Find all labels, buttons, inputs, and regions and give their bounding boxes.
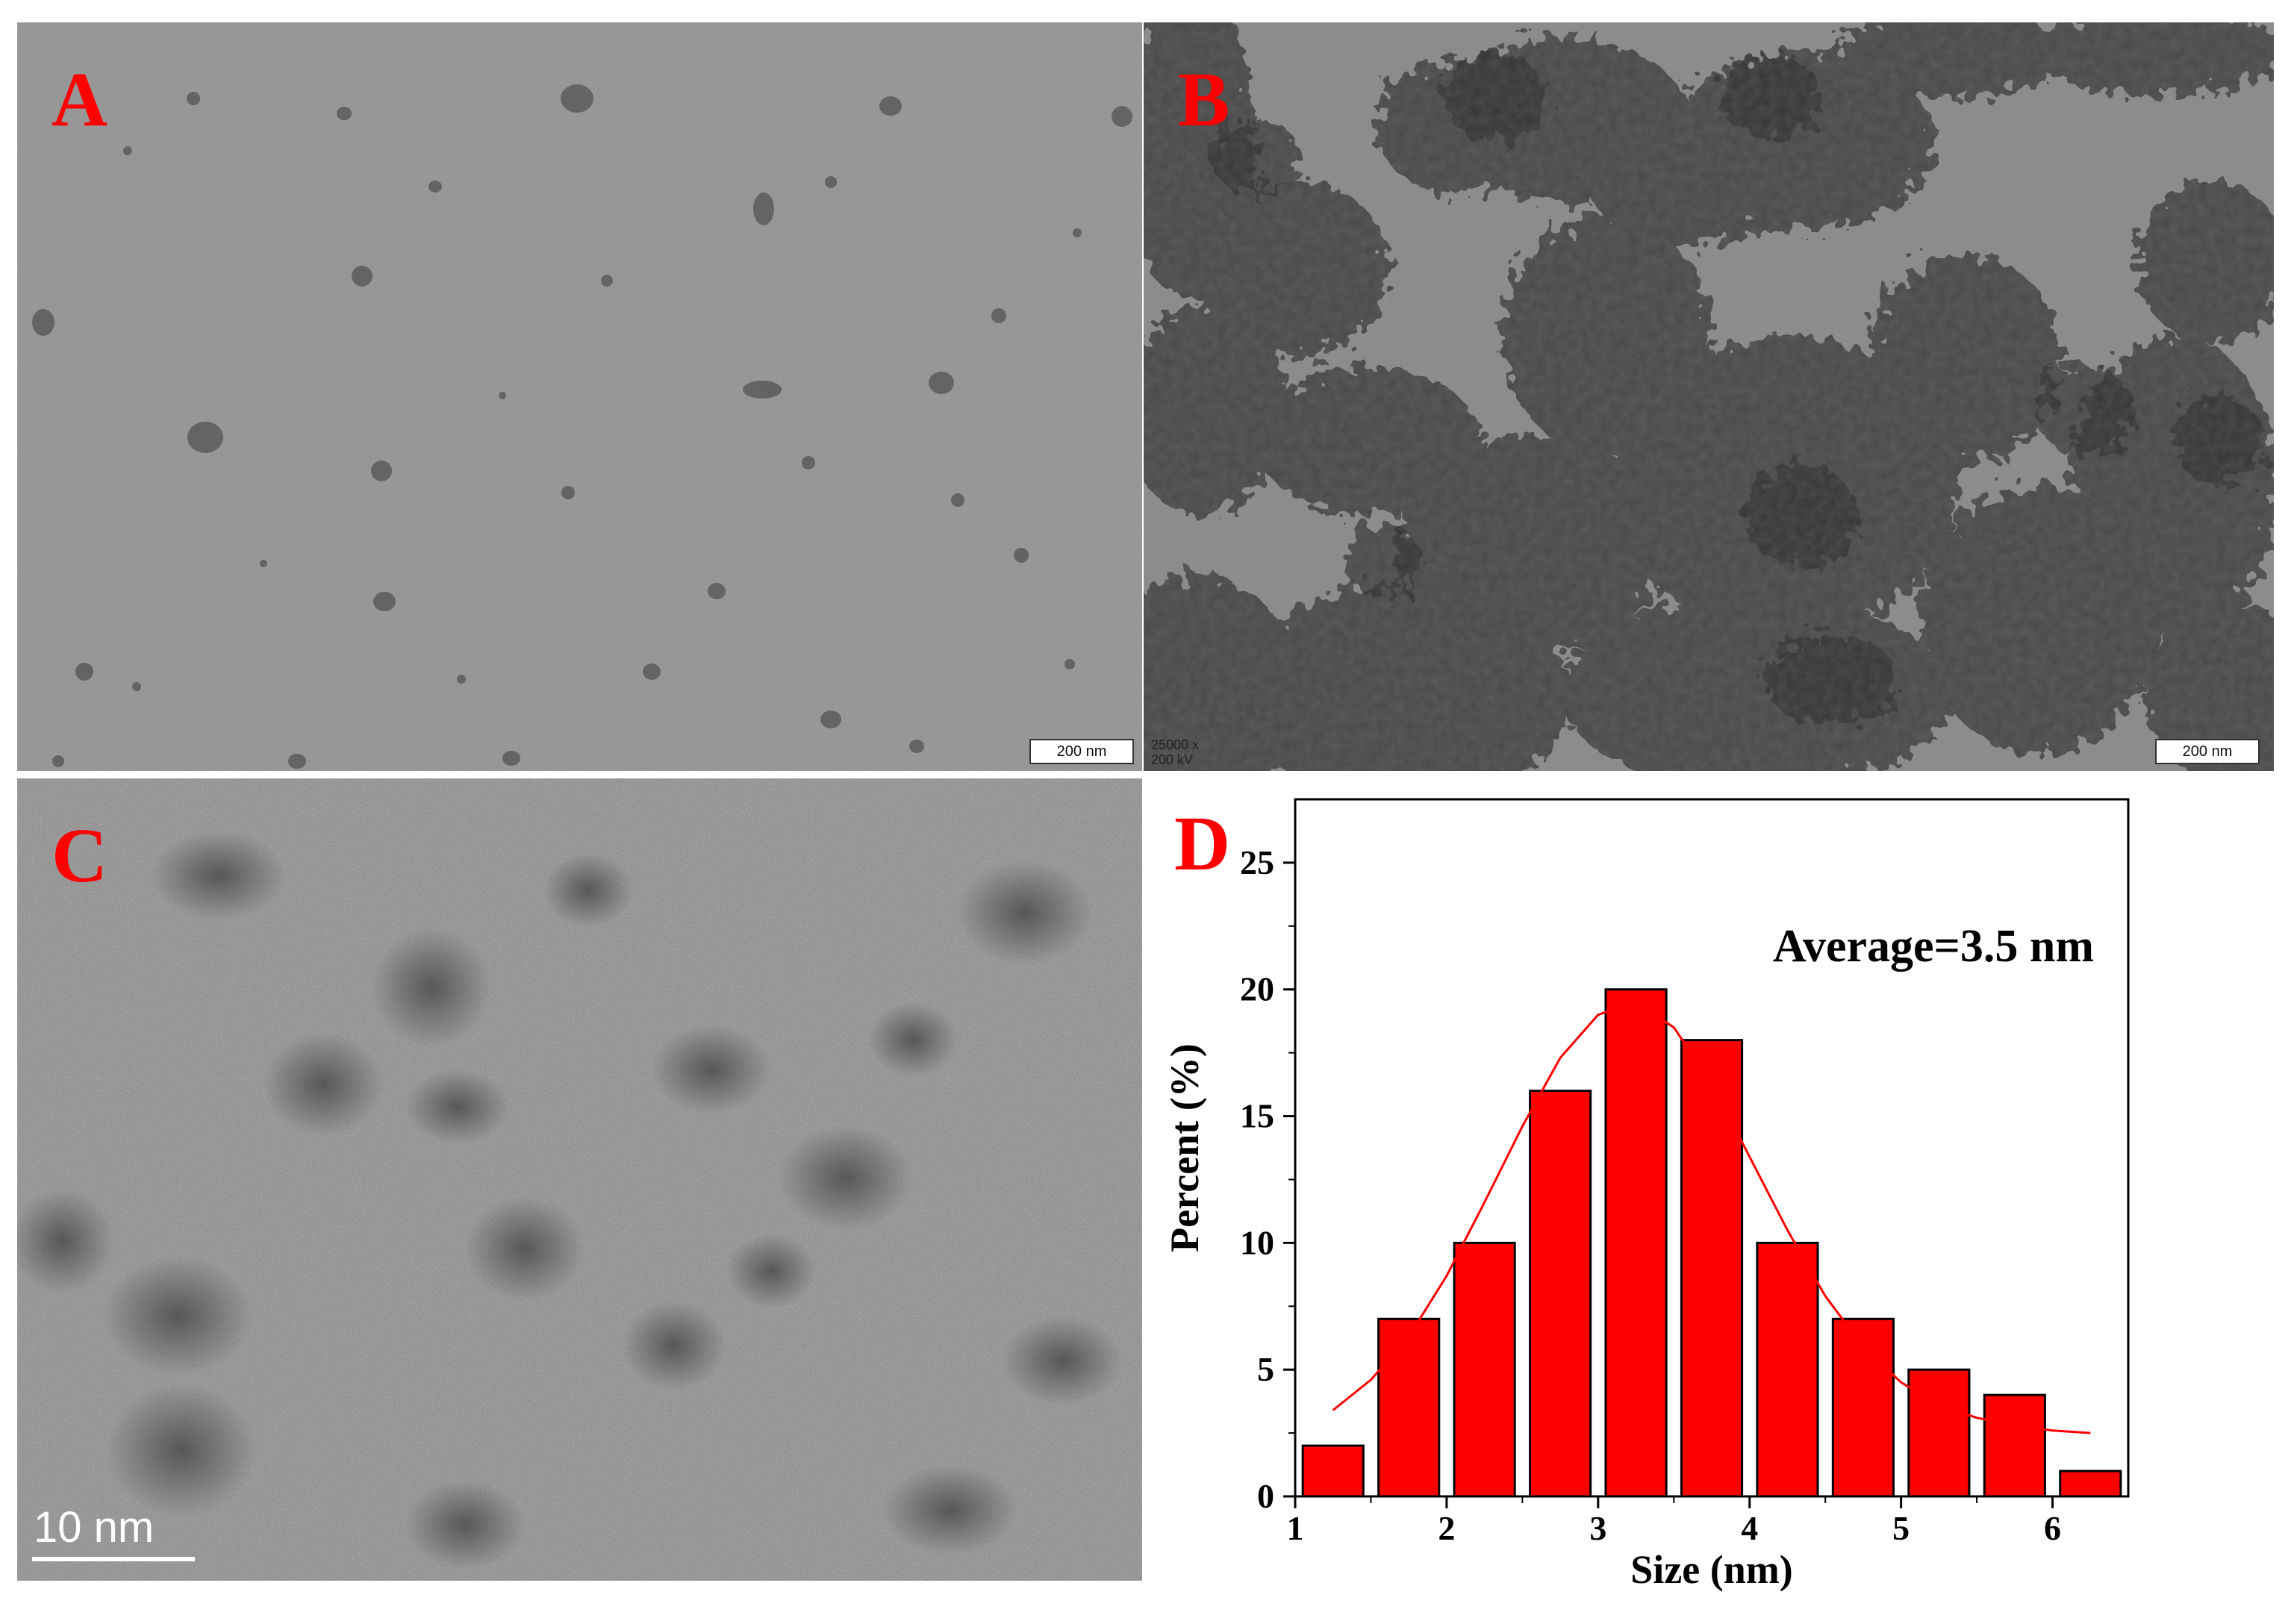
histogram-bar bbox=[1831, 1317, 1895, 1498]
gaussian-fit-line bbox=[1332, 1001, 2091, 1434]
histogram-bar bbox=[1377, 1317, 1441, 1498]
panel-d-label: D bbox=[1174, 801, 1230, 887]
panel-c-scale-label: 10 nm bbox=[34, 1503, 155, 1552]
panel-a-scale-bar: 200 nm bbox=[1029, 739, 1134, 764]
histogram-bar bbox=[1680, 1039, 1744, 1498]
histogram-bar bbox=[2059, 1470, 2122, 1498]
panel-c-hrtem-image: C 10 nm bbox=[17, 778, 1142, 1581]
panel-a-label: A bbox=[52, 57, 108, 143]
panel-b-voltage: 200 kV bbox=[1151, 752, 1194, 767]
y-tick-label: 0 bbox=[1257, 1477, 1274, 1515]
panel-b-tem-image: B 25000 x 200 kV 200 nm bbox=[1144, 22, 2274, 771]
x-tick-label: 3 bbox=[1589, 1509, 1606, 1547]
y-axis-title: Percent (%) bbox=[1162, 1043, 1207, 1252]
x-tick-label: 6 bbox=[2044, 1509, 2061, 1547]
histogram-bar bbox=[1756, 1241, 1819, 1498]
histogram-bar bbox=[1983, 1393, 2046, 1498]
panel-a-micrograph bbox=[17, 22, 1142, 771]
histogram-bar bbox=[1604, 988, 1668, 1498]
x-tick-label: 2 bbox=[1438, 1509, 1455, 1547]
panel-b-label: B bbox=[1178, 57, 1230, 143]
x-tick-label: 1 bbox=[1287, 1509, 1304, 1547]
average-annotation: Average=3.5 nm bbox=[1773, 921, 2094, 972]
histogram-bar bbox=[1301, 1444, 1365, 1498]
y-tick-label: 5 bbox=[1257, 1350, 1274, 1388]
panel-c-scale-bar bbox=[32, 1557, 195, 1561]
panel-b-magnification: 25000 x bbox=[1151, 737, 1200, 752]
panel-d-histogram: 1 2 3 4 5 6 0 5 10 15 20 25 Size (nm) Percent (%) A… bbox=[1161, 778, 2273, 1624]
x-tick-label: 5 bbox=[1892, 1509, 1910, 1547]
panel-a-tem-image: A 200 nm bbox=[17, 22, 1142, 771]
panel-c-micrograph bbox=[17, 778, 1142, 1581]
histogram-bar bbox=[1453, 1241, 1516, 1498]
panel-b-scale-bar: 200 nm bbox=[2155, 739, 2260, 764]
y-tick-label: 25 bbox=[1240, 843, 1274, 881]
panel-c-label: C bbox=[52, 813, 108, 899]
size-distribution-chart: 1 2 3 4 5 6 0 5 10 15 20 25 Size (nm) Percent (%) A… bbox=[1162, 798, 2130, 1592]
y-tick-label: 15 bbox=[1240, 1097, 1274, 1135]
x-tick-label: 4 bbox=[1741, 1509, 1758, 1547]
panel-b-micrograph bbox=[1144, 22, 2274, 771]
histogram-bar bbox=[1529, 1090, 1592, 1498]
x-axis-title: Size (nm) bbox=[1630, 1547, 1792, 1592]
y-tick-label: 20 bbox=[1240, 970, 1274, 1008]
histogram-bar bbox=[1907, 1368, 1971, 1498]
y-tick-label: 10 bbox=[1240, 1223, 1274, 1261]
